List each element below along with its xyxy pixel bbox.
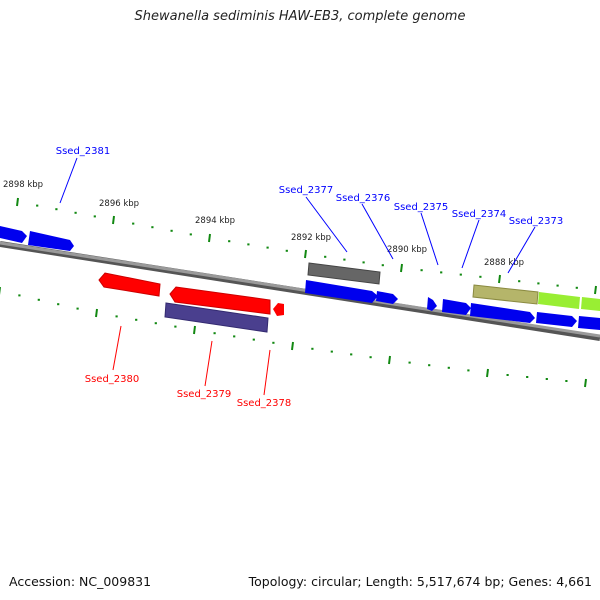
- feature-olive-block[interactable]: [472, 284, 539, 305]
- leader-line: [204, 340, 213, 387]
- feature-green-block[interactable]: [581, 297, 600, 311]
- ruler-ticks: [0, 197, 597, 388]
- major-tick: [594, 285, 597, 295]
- gene-label[interactable]: Ssed_2374: [452, 209, 507, 220]
- leader-line: [263, 349, 271, 396]
- gene-ssed-2376[interactable]: [376, 291, 398, 304]
- major-tick: [95, 308, 98, 318]
- gene-label[interactable]: Ssed_2380: [85, 374, 140, 385]
- gene-ssed-2377[interactable]: [305, 280, 378, 303]
- major-tick: [584, 378, 587, 388]
- gene-ssed-2381[interactable]: [28, 231, 74, 251]
- feature-gray-block[interactable]: [307, 262, 381, 285]
- major-tick: [388, 355, 391, 365]
- map-title: Shewanella sediminis HAW-EB3, complete g…: [134, 9, 466, 24]
- ruler-label: 2896 kbp: [99, 199, 139, 209]
- gene-ssed-2378[interactable]: [273, 303, 284, 316]
- major-tick: [193, 325, 196, 335]
- major-tick: [304, 249, 307, 259]
- gene-label[interactable]: Ssed_2373: [509, 216, 564, 227]
- backbone: [0, 241, 600, 338]
- feature-purple-block[interactable]: [164, 302, 269, 333]
- gene-label[interactable]: Ssed_2381: [56, 146, 111, 157]
- major-tick: [291, 341, 294, 351]
- gene-label[interactable]: Ssed_2376: [336, 193, 391, 204]
- major-tick: [208, 233, 211, 243]
- ruler-label: 2898 kbp: [3, 180, 43, 190]
- gene-ssed-2380[interactable]: [98, 272, 161, 297]
- gene-label[interactable]: Ssed_2377: [279, 185, 334, 196]
- gene-ssed-2373[interactable]: [470, 303, 535, 323]
- accession-text: Accession: NC_009831: [9, 574, 152, 589]
- leader-line: [59, 157, 78, 204]
- leader-line: [361, 203, 394, 260]
- major-tick: [498, 274, 501, 284]
- gene-ssed-2375[interactable]: [427, 297, 437, 311]
- leader-line: [461, 219, 480, 269]
- ruler-label: 2892 kbp: [291, 233, 331, 243]
- gene-label[interactable]: Ssed_2375: [394, 202, 449, 213]
- ruler-label: 2890 kbp: [387, 245, 427, 255]
- gene-ssed-2374[interactable]: [442, 299, 471, 315]
- gene-forward[interactable]: [0, 226, 27, 243]
- gene-forward[interactable]: [536, 312, 577, 327]
- gene-label[interactable]: Ssed_2378: [237, 398, 292, 409]
- feature-green-block[interactable]: [538, 292, 580, 309]
- leader-line: [420, 212, 439, 266]
- gene-label[interactable]: Ssed_2379: [177, 389, 232, 400]
- leader-line: [507, 226, 536, 274]
- ruler-label: 2888 kbp: [484, 258, 524, 268]
- ruler-label: 2894 kbp: [195, 216, 235, 226]
- major-tick: [16, 197, 19, 207]
- major-tick: [112, 215, 115, 225]
- gene-ssed-2379[interactable]: [169, 286, 271, 315]
- genome-summary: Topology: circular; Length: 5,517,674 bp…: [248, 574, 592, 589]
- leader-line: [305, 196, 348, 253]
- major-tick: [400, 263, 403, 273]
- leader-line: [112, 325, 122, 371]
- major-tick: [486, 368, 489, 378]
- gene-forward[interactable]: [578, 316, 600, 330]
